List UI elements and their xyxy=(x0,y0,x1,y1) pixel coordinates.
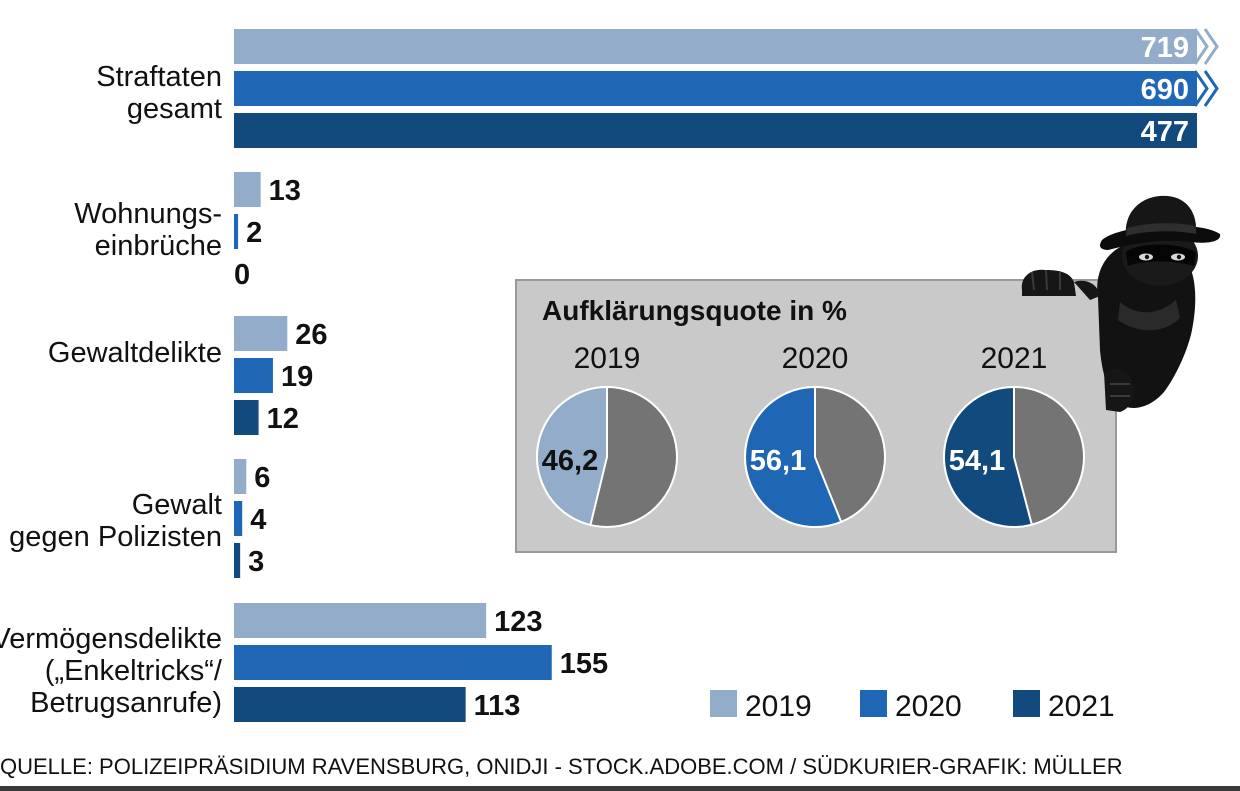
bar-value-label: 26 xyxy=(295,319,327,351)
bar-value-label: 12 xyxy=(267,403,299,435)
pie-slice-2020 xyxy=(744,385,843,528)
legend-label: 2021 xyxy=(1048,690,1115,723)
bar-value-label: 4 xyxy=(250,504,266,536)
bar-2020 xyxy=(234,358,273,393)
legend-label: 2019 xyxy=(745,690,812,723)
category-label: Vermögensdelikte xyxy=(0,623,222,655)
source-credit: QUELLE: POLIZEIPRÄSIDIUM RAVENSBURG, ONI… xyxy=(0,754,1123,779)
bar-chart: 719 690 477 132 0 26 19 12 6 4 3 123 155 113 xyxy=(234,28,1219,722)
category-label: gegen Polizisten xyxy=(9,521,222,553)
bar-value-label: 155 xyxy=(560,648,608,680)
axis-break-chevron xyxy=(1193,28,1219,65)
bar-value-label: 113 xyxy=(474,690,521,722)
pie-value-label: 56,1 xyxy=(750,445,806,477)
category-label: gesamt xyxy=(127,93,222,125)
legend-swatch-2021 xyxy=(1013,690,1040,717)
pie-year-label: 2020 xyxy=(782,342,849,375)
bar-2019 xyxy=(234,603,487,638)
category-label: einbrüche xyxy=(95,230,222,262)
clearance-rate-title: Aufklärungsquote in % xyxy=(542,295,847,326)
bar-value-label: 19 xyxy=(281,361,313,393)
bar-2019 xyxy=(234,29,1197,64)
burglar-in-hat-peeking-icon xyxy=(1021,195,1221,412)
clearance-pies: 2019 46,2 2020 56,1 2021 54,1 xyxy=(536,342,1085,528)
category-label: („Enkeltricks“/ xyxy=(45,655,223,687)
bar-2020 xyxy=(234,214,239,249)
bar-2021 xyxy=(234,400,259,435)
pie-year-label: 2019 xyxy=(574,342,641,375)
bar-2020 xyxy=(234,71,1197,106)
clearance-rate-panel: Aufklärungsquote in % 201946,2202056,120… xyxy=(515,279,1117,553)
pie-value-label: 46,2 xyxy=(542,445,598,477)
category-label: Betrugsanrufe) xyxy=(30,687,222,719)
bar-2021 xyxy=(234,543,241,578)
bar-2019 xyxy=(234,459,247,494)
bar-value-label: 2 xyxy=(246,217,262,249)
bottom-rule xyxy=(0,786,1240,791)
bar-value-label: 719 xyxy=(1141,32,1189,64)
bar-2021 xyxy=(234,113,1197,148)
bar-2019 xyxy=(234,172,261,207)
bar-2021 xyxy=(234,687,466,722)
bar-value-label: 477 xyxy=(1141,116,1189,148)
bar-value-label: 13 xyxy=(269,175,301,207)
category-label: Gewalt xyxy=(132,489,222,521)
legend-swatch-2020 xyxy=(860,690,887,717)
axis-break-chevron xyxy=(1193,70,1219,107)
category-label: Gewaltdelikte xyxy=(48,337,222,369)
bar-2020 xyxy=(234,645,552,680)
pie-slice-2019 xyxy=(536,385,608,527)
bar-value-label: 3 xyxy=(248,546,264,578)
legend-swatch-2019 xyxy=(710,690,737,717)
bar-value-label: 123 xyxy=(494,606,542,638)
bar-2019 xyxy=(234,316,288,351)
pie-value-label: 54,1 xyxy=(949,445,1005,477)
legend: 2019 2020 2021 xyxy=(710,690,1115,723)
bar-value-label: 0 xyxy=(234,259,250,291)
pie-year-label: 2021 xyxy=(981,342,1048,375)
category-label: Straftaten xyxy=(96,61,222,93)
legend-label: 2020 xyxy=(895,690,962,723)
bar-2020 xyxy=(234,501,243,536)
category-label: Wohnungs- xyxy=(74,198,222,230)
pie-slice-2021 xyxy=(943,385,1034,528)
bar-value-label: 6 xyxy=(254,462,270,494)
bar-value-label: 690 xyxy=(1141,74,1189,106)
